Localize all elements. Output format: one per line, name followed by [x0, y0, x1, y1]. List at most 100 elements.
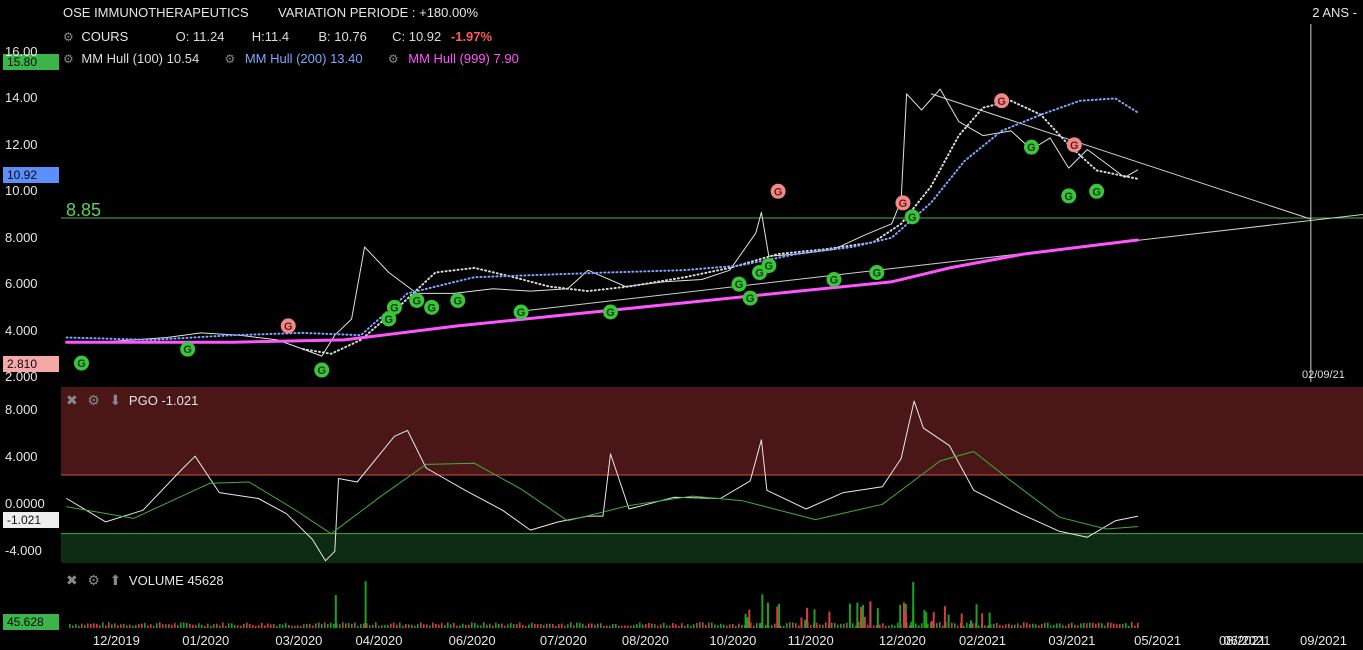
- volume-bar: [561, 623, 563, 628]
- volume-bar: [1098, 622, 1100, 628]
- volume-bar: [999, 624, 1001, 628]
- volume-bar: [645, 624, 647, 628]
- volume-bar: [237, 625, 239, 628]
- volume-bar: [1101, 623, 1103, 628]
- pgo-value: -1.021: [161, 393, 199, 408]
- volume-bar: [375, 622, 377, 628]
- close-icon[interactable]: ✖: [66, 392, 78, 408]
- pgo-axis-tick: 0.0000: [5, 496, 45, 512]
- volume-bar: [207, 623, 209, 628]
- volume-bar: [334, 595, 337, 628]
- volume-bar: [639, 622, 641, 628]
- gear-icon[interactable]: ⚙: [224, 52, 236, 66]
- volume-bar: [99, 625, 101, 628]
- volume-bar: [1125, 623, 1127, 628]
- volume-bar: [93, 623, 95, 628]
- price-axis-tick: 10.00: [5, 183, 38, 199]
- volume-bar: [531, 622, 533, 628]
- volume-bar: [378, 625, 380, 628]
- volume-bar: [138, 624, 140, 628]
- volume-bar: [1080, 623, 1082, 628]
- volume-bar: [1026, 622, 1028, 628]
- volume-bar: [228, 623, 230, 628]
- volume-bar: [1005, 624, 1007, 628]
- gear-icon[interactable]: ⚙: [63, 30, 74, 44]
- volume-bar: [930, 620, 933, 628]
- volume-bar: [633, 624, 635, 628]
- volume-bar: [669, 625, 671, 628]
- volume-bar: [330, 622, 332, 628]
- close-icon[interactable]: ✖: [66, 572, 78, 588]
- volume-bar: [364, 581, 367, 628]
- volume-bar: [195, 625, 197, 628]
- volume-bar: [806, 607, 809, 628]
- series-mm-hull-999-: [65, 238, 1140, 344]
- volume-bar: [621, 625, 623, 628]
- signal-glyph: G: [606, 307, 615, 319]
- volume-bar: [732, 623, 734, 628]
- volume-bar: [192, 624, 194, 628]
- volume-bar: [954, 623, 956, 628]
- volume-bar: [1047, 622, 1049, 628]
- volume-bar: [1128, 625, 1130, 628]
- volume-bar: [1116, 624, 1118, 628]
- gear-icon[interactable]: ⚙: [87, 392, 100, 408]
- volume-bar: [741, 625, 743, 628]
- gear-icon[interactable]: ⚙: [63, 52, 74, 66]
- volume-bar: [501, 623, 503, 628]
- volume-bar: [876, 624, 878, 628]
- volume-bar: [387, 624, 389, 628]
- signal-glyph: G: [755, 268, 764, 280]
- trendline-2: [930, 93, 1312, 220]
- volume-bar: [987, 625, 989, 628]
- volume-bar: [384, 625, 386, 628]
- volume-bar: [852, 623, 854, 628]
- volume-bar: [591, 623, 593, 628]
- pgo-tag: -1.021: [3, 512, 59, 528]
- volume-bar: [1017, 623, 1019, 628]
- volume-bar: [925, 612, 928, 628]
- volume-bar: [771, 625, 773, 628]
- volume-bar: [456, 625, 458, 628]
- volume-bar: [342, 622, 344, 628]
- close-label: C:: [392, 29, 406, 44]
- gear-icon[interactable]: ⚙: [387, 52, 399, 66]
- series-mm-hull-100-: [302, 99, 1139, 355]
- volume-bar: [774, 623, 776, 628]
- signal-glyph: G: [390, 302, 399, 314]
- volume-bar: [321, 624, 323, 628]
- hull200-label: MM Hull (200): [244, 51, 327, 66]
- gear-icon[interactable]: ⚙: [87, 572, 100, 588]
- volume-bar: [714, 624, 716, 628]
- period-range-selector[interactable]: 2 ANS -: [1312, 5, 1357, 20]
- volume-bar: [786, 623, 788, 628]
- volume-bar: [441, 623, 443, 628]
- arrow-up-icon[interactable]: ⬆: [109, 572, 122, 588]
- volume-tag: 45.628: [3, 614, 59, 630]
- x-axis-tick: 11/2020: [787, 633, 834, 648]
- volume-bar: [204, 625, 206, 628]
- x-axis-tick: 02/2021: [959, 633, 1007, 648]
- volume-bar: [69, 624, 71, 628]
- volume-bar: [1077, 625, 1079, 628]
- volume-bar: [816, 622, 818, 628]
- volume-bar: [942, 625, 944, 628]
- volume-bar: [141, 623, 143, 628]
- volume-bar: [210, 625, 212, 628]
- volume-bar: [860, 607, 863, 628]
- volume-bar: [186, 623, 188, 628]
- volume-bar: [114, 623, 116, 628]
- volume-bar: [843, 623, 845, 628]
- volume-bar: [201, 624, 203, 628]
- signal-glyph: G: [317, 365, 326, 377]
- volume-bar: [198, 623, 200, 628]
- arrow-down-icon[interactable]: ⬇: [109, 392, 122, 408]
- high-label: H:: [251, 29, 265, 44]
- volume-bar: [1086, 623, 1088, 628]
- volume-bar: [102, 622, 104, 628]
- volume-bar: [213, 624, 215, 628]
- volume-bar: [282, 624, 284, 628]
- volume-bar: [1053, 624, 1055, 628]
- signal-marker: [826, 272, 842, 287]
